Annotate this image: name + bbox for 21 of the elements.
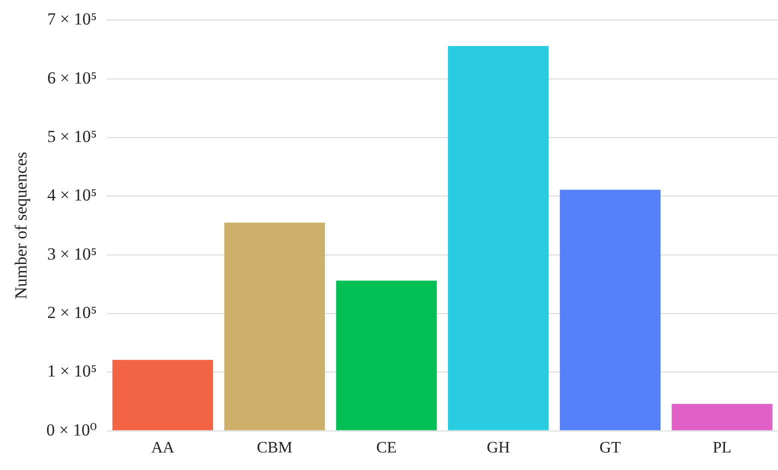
bar	[336, 280, 437, 430]
bar	[672, 404, 772, 430]
x-tick-label: CE	[376, 440, 397, 457]
x-tick-label: GT	[600, 440, 622, 457]
y-tick-label: 5 × 10⁵	[47, 126, 97, 146]
bar	[560, 190, 661, 430]
bar	[448, 46, 549, 430]
y-tick-label: 6 × 10⁵	[47, 68, 97, 88]
x-tick-label: GH	[486, 440, 510, 457]
x-tick-label: AA	[151, 440, 175, 457]
y-tick-label: 3 × 10⁵	[47, 244, 97, 264]
bar	[112, 360, 214, 430]
y-tick-label: 7 × 10⁵	[47, 10, 97, 29]
y-tick-label: 0 × 10⁰	[46, 420, 97, 440]
x-tick-label: CBM	[256, 440, 292, 457]
y-tick-label: 4 × 10⁵	[47, 186, 97, 205]
x-tick-label: PL	[712, 440, 732, 457]
y-axis-title: Number of sequences	[12, 152, 31, 300]
y-tick-label: 2 × 10⁵	[47, 302, 97, 322]
bar	[224, 222, 325, 430]
y-tick-label: 1 × 10⁵	[47, 362, 97, 381]
